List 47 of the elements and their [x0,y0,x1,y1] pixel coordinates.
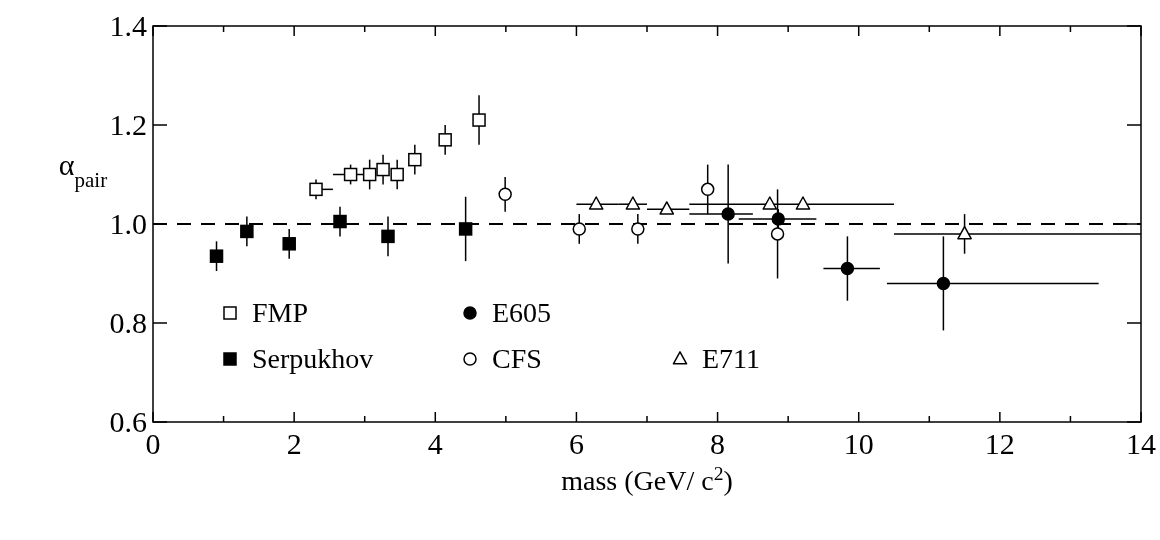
point [936,276,951,291]
x-tick-label: 10 [843,427,874,460]
y-axis-title: α$_{pair}$ [58,147,108,192]
point [795,196,811,210]
legend-label: Serpukhov [252,343,374,374]
point [770,227,785,241]
y-tick-label: 1.2 [109,108,147,141]
point [240,224,254,239]
x-axis-title: mass (GeV/ c$^{2}$) [561,462,733,496]
y-tick-label: 0.6 [109,405,147,438]
point [700,182,715,197]
legend-label: E605 [492,297,552,328]
point [408,152,422,167]
point [458,222,473,236]
point [472,113,486,127]
x-tick-label: 12 [984,427,1015,460]
point [572,222,586,236]
legend-label: FMP [252,297,309,328]
x-tick-label: 4 [427,427,443,460]
point [309,182,323,197]
point [659,201,675,215]
x-tick-label: 6 [568,427,584,460]
point [957,225,972,240]
x-tick-label: 0 [145,427,161,460]
point [333,214,347,229]
point [282,237,296,251]
y-tick-label: 1.0 [109,207,147,240]
x-tick-label: 2 [286,427,302,460]
point [721,207,735,221]
point [343,167,358,182]
point [362,167,377,182]
point [625,196,641,210]
point [762,196,778,210]
point [381,229,395,244]
point [588,196,604,210]
y-tick-label: 0.8 [109,306,147,339]
point [390,167,404,182]
point [209,249,224,263]
x-tick-label: 14 [1126,427,1156,460]
y-tick-label: 1.4 [109,9,147,42]
legend-label: CFS [492,343,542,374]
x-tick-label: 8 [710,427,726,460]
point [376,162,390,177]
point [438,133,452,147]
legend-label: E711 [702,343,761,374]
point [498,187,512,202]
point [840,261,855,276]
